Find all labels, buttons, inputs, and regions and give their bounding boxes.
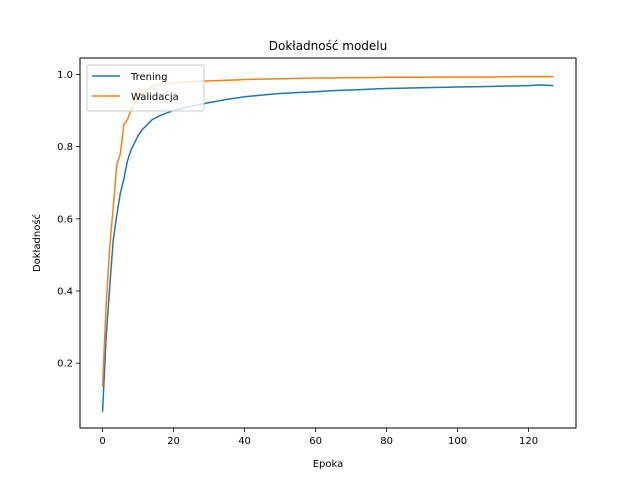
x-tick-label: 0	[99, 436, 105, 447]
x-tick-label: 60	[309, 436, 322, 447]
y-tick-label: 1.0	[57, 70, 73, 81]
y-axis-ticks: 0.2 0.4 0.6 0.8 1.0	[57, 70, 80, 370]
axes-frame	[79, 57, 577, 429]
series-line-trening	[101, 84, 554, 412]
y-tick-label: 0.4	[57, 287, 73, 298]
x-tick-label: 80	[380, 436, 393, 447]
y-tick-label: 0.8	[57, 142, 73, 153]
x-tick-label: 100	[448, 436, 467, 447]
legend-label-walidacja: Walidacja	[131, 92, 179, 103]
chart-title: Dokładność modelu	[269, 39, 388, 53]
x-axis-ticks: 0 20 40 60 80 100 120	[99, 428, 538, 447]
y-axis-label: Dokładność	[31, 214, 43, 272]
series-line-walidacja	[101, 75, 554, 387]
y-tick-label: 0.2	[57, 359, 73, 370]
x-tick-label: 20	[167, 436, 180, 447]
legend-label-trening: Trening	[130, 72, 167, 83]
x-tick-label: 120	[519, 436, 538, 447]
x-axis-label: Epoka	[313, 459, 344, 470]
plot-area	[101, 75, 554, 412]
y-tick-label: 0.6	[57, 214, 73, 225]
x-tick-label: 40	[238, 436, 251, 447]
legend: Trening Walidacja	[86, 64, 205, 112]
